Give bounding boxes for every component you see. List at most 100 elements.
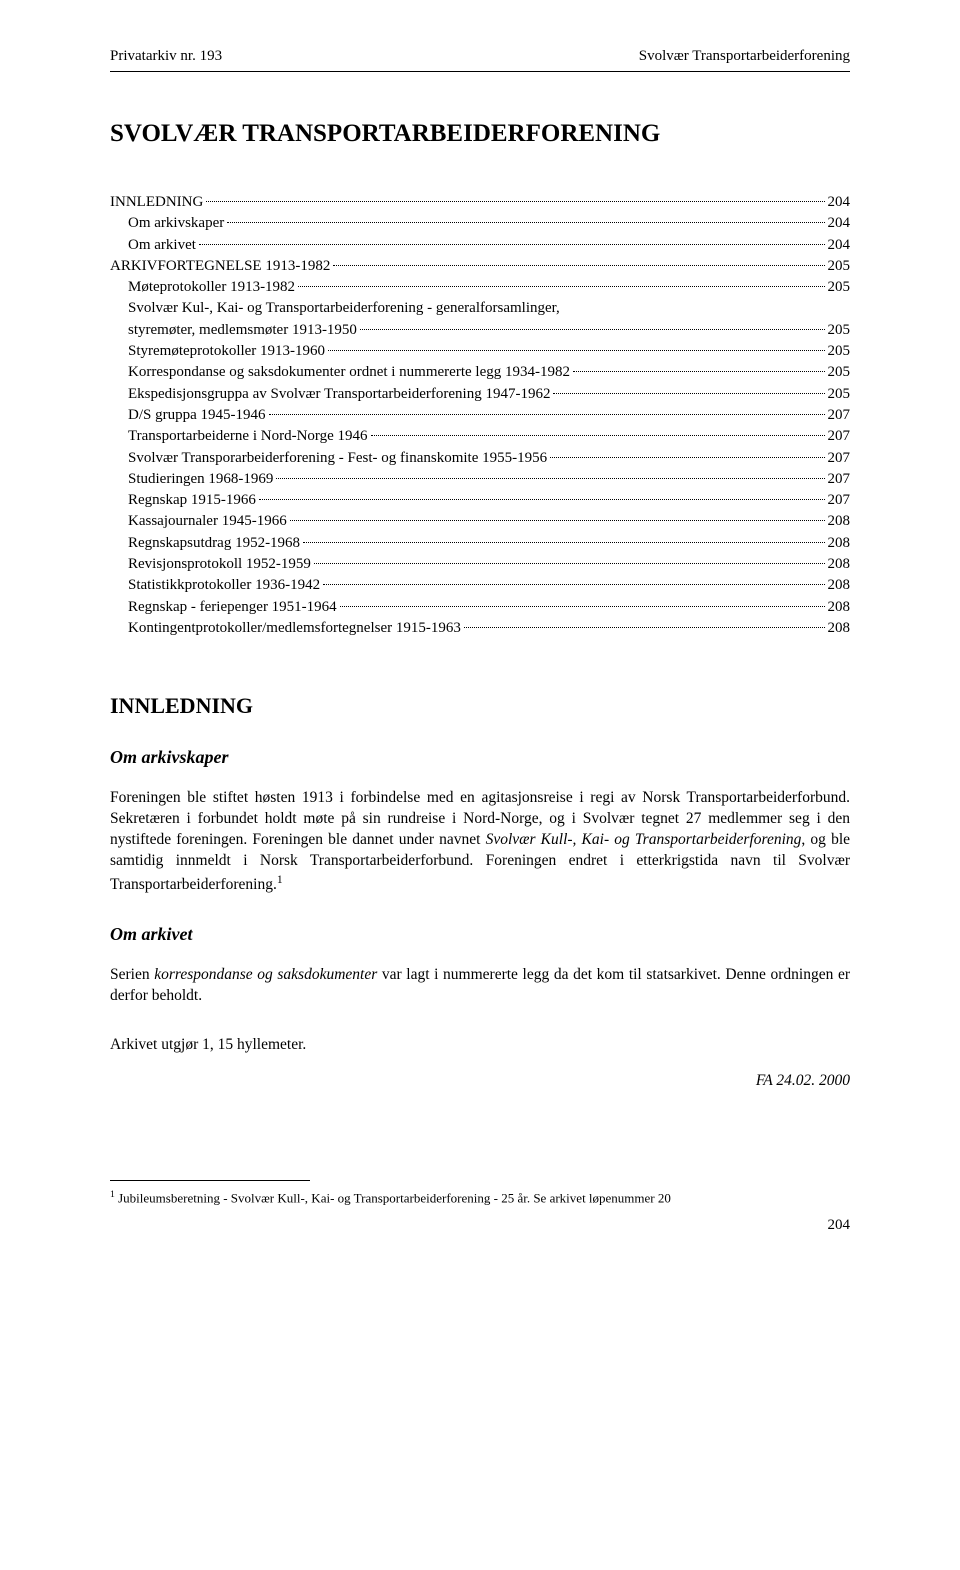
header-left: Privatarkiv nr. 193: [110, 48, 222, 65]
text-run-italic: korrespondanse og saksdokumenter: [154, 966, 377, 983]
toc-entry: Om arkivet 204: [110, 235, 850, 256]
toc-label: Regnskapsutdrag 1952-1968: [110, 533, 300, 554]
toc-entry: Om arkivskaper 204: [110, 213, 850, 234]
toc-leader: [259, 499, 825, 500]
table-of-contents: INNLEDNING204Om arkivskaper204Om arkivet…: [110, 192, 850, 639]
toc-entry: Styremøteprotokoller 1913-1960 205: [110, 341, 850, 362]
toc-entry: Revisjonsprotokoll 1952-1959 208: [110, 554, 850, 575]
toc-entry: Korrespondanse og saksdokumenter ordnet …: [110, 362, 850, 383]
toc-page: 205: [828, 320, 851, 341]
text-run-italic: Svolvær Kull-, Kai- og Transportarbeider…: [486, 831, 802, 848]
toc-page: 208: [828, 618, 851, 639]
toc-leader: [269, 414, 825, 415]
toc-leader: [303, 542, 824, 543]
toc-label: Regnskap 1915-1966: [110, 490, 256, 511]
toc-label: Studieringen 1968-1969: [110, 469, 273, 490]
header-rule: [110, 71, 850, 72]
toc-page: 204: [828, 192, 851, 213]
toc-label: D/S gruppa 1945-1946: [110, 405, 266, 426]
toc-label: Styremøteprotokoller 1913-1960: [110, 341, 325, 362]
date-line: FA 24.02. 2000: [110, 1072, 850, 1090]
header-right: Svolvær Transportarbeiderforening: [639, 48, 850, 65]
toc-label: Regnskap - feriepenger 1951-1964: [110, 597, 337, 618]
toc-page: 205: [828, 384, 851, 405]
toc-label: Om arkivskaper: [110, 213, 224, 234]
toc-leader: [206, 201, 824, 202]
toc-leader: [227, 222, 824, 223]
toc-entry: Svolvær Transporarbeiderforening - Fest-…: [110, 448, 850, 469]
toc-leader: [276, 478, 824, 479]
toc-page: 207: [828, 490, 851, 511]
toc-leader: [553, 393, 824, 394]
toc-label: ARKIVFORTEGNELSE 1913-1982: [110, 256, 330, 277]
om-arkivskaper-paragraph: Foreningen ble stiftet høsten 1913 i for…: [110, 788, 850, 896]
toc-label: Svolvær Transporarbeiderforening - Fest-…: [110, 448, 547, 469]
text-run: Serien: [110, 966, 154, 983]
toc-page: 207: [828, 469, 851, 490]
toc-label: Kontingentprotokoller/medlemsfortegnelse…: [110, 618, 461, 639]
section-innledning-title: INNLEDNING: [110, 693, 850, 719]
toc-page: 208: [828, 533, 851, 554]
document-page: Privatarkiv nr. 193 Svolvær Transportarb…: [0, 0, 960, 1274]
toc-page: 207: [828, 448, 851, 469]
toc-leader: [298, 286, 824, 287]
toc-leader: [573, 371, 825, 372]
toc-leader: [550, 457, 824, 458]
toc-page: 205: [828, 277, 851, 298]
toc-leader: [464, 627, 825, 628]
section-om-arkivet-title: Om arkivet: [110, 924, 850, 945]
om-arkivet-paragraph: Serien korrespondanse og saksdokumenter …: [110, 965, 850, 1007]
toc-leader: [360, 329, 825, 330]
toc-label: styremøter, medlemsmøter 1913-1950: [110, 320, 357, 341]
toc-leader: [314, 563, 825, 564]
toc-label: Ekspedisjonsgruppa av Svolvær Transporta…: [110, 384, 550, 405]
toc-entry: Kassajournaler 1945-1966 208: [110, 511, 850, 532]
toc-label: Møteprotokoller 1913-1982: [110, 277, 295, 298]
toc-leader: [290, 520, 825, 521]
toc-page: 205: [828, 341, 851, 362]
toc-entry: Svolvær Kul-, Kai- og Transportarbeiderf…: [110, 298, 850, 319]
toc-label: Korrespondanse og saksdokumenter ordnet …: [110, 362, 570, 383]
toc-label: Om arkivet: [110, 235, 196, 256]
toc-entry: Transportarbeiderne i Nord-Norge 1946 207: [110, 426, 850, 447]
toc-entry: Regnskapsutdrag 1952-1968 208: [110, 533, 850, 554]
toc-leader: [333, 265, 824, 266]
toc-entry: Regnskap 1915-1966 207: [110, 490, 850, 511]
toc-label: INNLEDNING: [110, 192, 203, 213]
toc-entry: Kontingentprotokoller/medlemsfortegnelse…: [110, 618, 850, 639]
footnote-rule: [110, 1180, 310, 1181]
toc-label: Statistikkprotokoller 1936-1942: [110, 575, 320, 596]
toc-page: 204: [828, 213, 851, 234]
toc-leader: [328, 350, 824, 351]
toc-label: Svolvær Kul-, Kai- og Transportarbeiderf…: [110, 298, 560, 319]
toc-entry: Studieringen 1968-1969 207: [110, 469, 850, 490]
footnote: 1 Jubileumsberetning - Svolvær Kull-, Ka…: [110, 1189, 850, 1207]
footnote-ref: 1: [277, 873, 283, 886]
toc-label: Kassajournaler 1945-1966: [110, 511, 287, 532]
toc-page: 207: [828, 405, 851, 426]
toc-entry: styremøter, medlemsmøter 1913-1950 205: [110, 320, 850, 341]
page-header: Privatarkiv nr. 193 Svolvær Transportarb…: [110, 48, 850, 65]
toc-page: 205: [828, 362, 851, 383]
toc-entry: Statistikkprotokoller 1936-1942 208: [110, 575, 850, 596]
toc-leader: [340, 606, 825, 607]
toc-page: 207: [828, 426, 851, 447]
section-om-arkivskaper-title: Om arkivskaper: [110, 747, 850, 768]
page-number: 204: [110, 1217, 850, 1234]
toc-page: 208: [828, 554, 851, 575]
toc-page: 208: [828, 575, 851, 596]
toc-entry: D/S gruppa 1945-1946 207: [110, 405, 850, 426]
toc-page: 208: [828, 511, 851, 532]
toc-entry: ARKIVFORTEGNELSE 1913-1982 205: [110, 256, 850, 277]
toc-label: Revisjonsprotokoll 1952-1959: [110, 554, 311, 575]
toc-page: 204: [828, 235, 851, 256]
footnote-text: Jubileumsberetning - Svolvær Kull-, Kai-…: [115, 1190, 671, 1205]
toc-leader: [199, 244, 825, 245]
toc-label: Transportarbeiderne i Nord-Norge 1946: [110, 426, 368, 447]
toc-leader: [371, 435, 825, 436]
toc-entry: Ekspedisjonsgruppa av Svolvær Transporta…: [110, 384, 850, 405]
document-title: SVOLVÆR TRANSPORTARBEIDERFORENING: [110, 120, 850, 148]
toc-entry: Møteprotokoller 1913-1982 205: [110, 277, 850, 298]
toc-leader: [323, 584, 824, 585]
toc-page: 205: [828, 256, 851, 277]
